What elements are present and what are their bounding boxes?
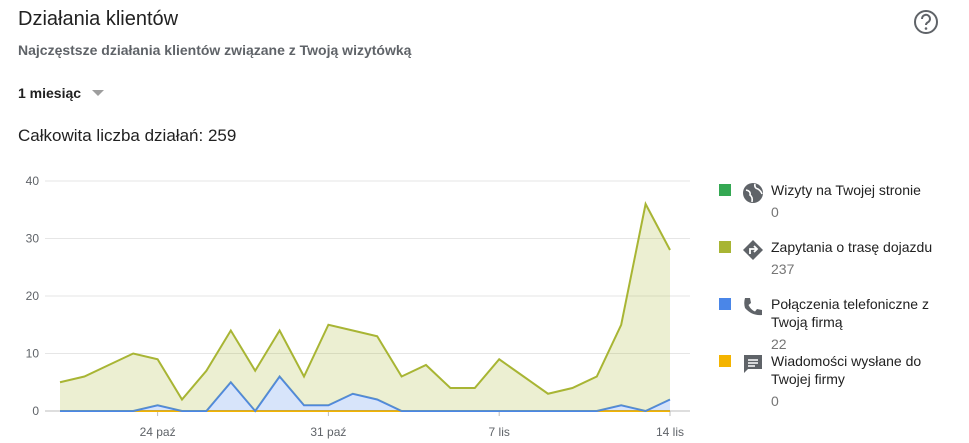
total-label: Całkowita liczba działań:: [18, 126, 204, 145]
legend-name: Wizyty na Twojej stronie: [771, 182, 921, 198]
x-tick-label: 14 lis: [656, 425, 684, 439]
legend-total: 22: [771, 336, 787, 352]
legend-entry: Wiadomości wysłane do Twojej firmy 0: [771, 352, 956, 410]
y-tick-label: 30: [26, 232, 40, 246]
legend-entry: Połączenia telefoniczne z Twoją firmą 22: [771, 295, 956, 353]
area-fill: [60, 204, 670, 411]
chart: 0 10 20 30 40 24 paź 31 paź 7 lis 14 lis: [26, 174, 690, 439]
legend-total: 0: [771, 393, 779, 409]
total-value: 259: [207, 126, 237, 145]
legend-name: Zapytania o trasę dojazdu: [771, 239, 933, 255]
x-tick-label: 7 lis: [489, 425, 510, 439]
x-tick-label: 24 paź: [140, 425, 176, 439]
legend-icon: [743, 183, 763, 203]
legend-name: Połączenia telefoniczne z Twoją firmą: [771, 296, 929, 330]
x-tick-label: 31 paź: [310, 425, 346, 439]
series-line: [59, 201, 671, 402]
y-tick-label: 0: [32, 404, 39, 418]
period-label: 1 miesiąc: [18, 85, 82, 101]
dropdown-arrow: [91, 90, 104, 96]
legend-swatch: [719, 355, 731, 367]
y-tick-label: 20: [26, 289, 40, 303]
legend-total: 0: [771, 204, 779, 220]
legend-entry: Wizyty na Twojej stronie 0: [771, 181, 956, 221]
y-tick-label: 10: [26, 347, 40, 361]
period-dropdown[interactable]: 1 miesiąc: [18, 85, 105, 101]
help-icon[interactable]: [912, 8, 940, 36]
legend-swatch: [719, 298, 731, 310]
total: Całkowita liczba działań: 259: [18, 126, 236, 146]
legend-name: Wiadomości wysłane do Twojej firmy: [771, 353, 922, 387]
legend-icon: [743, 240, 763, 260]
y-tick-label: 40: [26, 174, 40, 188]
series-line: [60, 374, 671, 413]
title: Działania klientów: [18, 8, 179, 30]
area-fill: [60, 376, 670, 411]
legend-total: 237: [771, 261, 795, 277]
legend-icon: [744, 355, 762, 373]
subtitle: Najczęstsze działania klientów związane …: [18, 42, 412, 58]
legend-swatch: [719, 184, 731, 196]
legend-icon: [744, 298, 762, 316]
legend-entry: Zapytania o trasę dojazdu 237: [771, 238, 956, 278]
legend-swatch: [719, 241, 731, 253]
